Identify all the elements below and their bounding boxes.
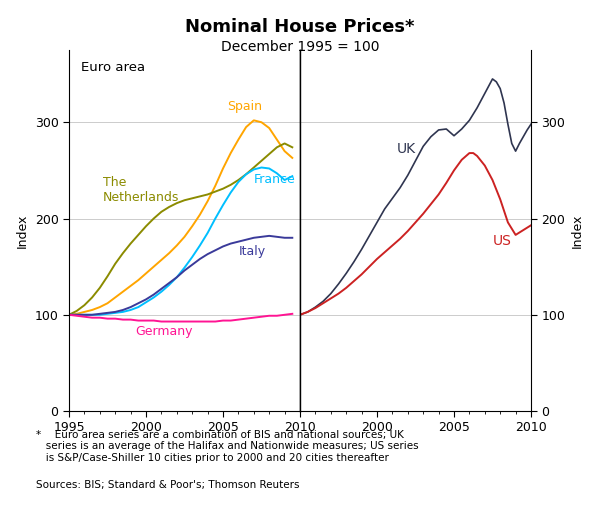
Text: France: France xyxy=(254,173,296,186)
Y-axis label: Index: Index xyxy=(571,213,584,248)
Y-axis label: Index: Index xyxy=(16,213,29,248)
Text: UK: UK xyxy=(397,142,416,156)
Text: Nominal House Prices*: Nominal House Prices* xyxy=(185,18,415,36)
Text: Germany: Germany xyxy=(135,325,193,338)
Text: Euro area: Euro area xyxy=(80,61,145,74)
Text: Sources: BIS; Standard & Poor's; Thomson Reuters: Sources: BIS; Standard & Poor's; Thomson… xyxy=(36,480,299,490)
Text: Spain: Spain xyxy=(227,100,263,113)
Text: The
Netherlands: The Netherlands xyxy=(103,176,179,204)
Text: Italy: Italy xyxy=(238,245,266,258)
Text: US: US xyxy=(493,235,511,249)
Text: December 1995 = 100: December 1995 = 100 xyxy=(221,40,379,54)
Text: *  Euro area series are a combination of BIS and national sources; UK
   series : * Euro area series are a combination of … xyxy=(36,430,419,463)
